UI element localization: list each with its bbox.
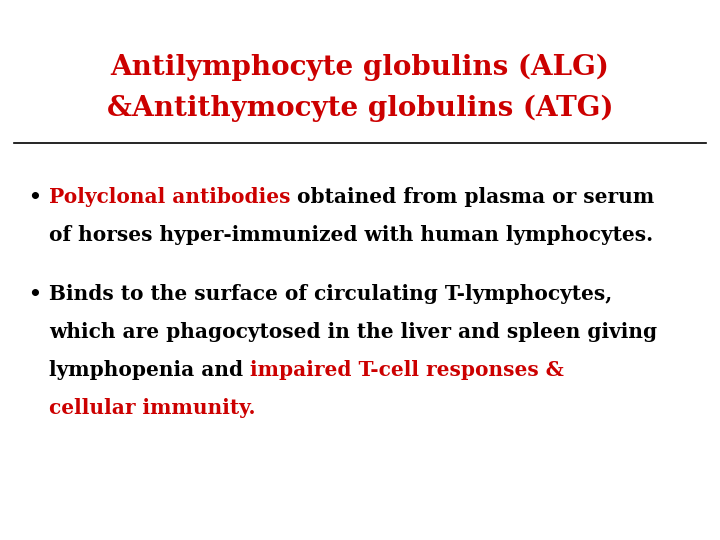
Text: • Binds to the surface of circulating T-lymphocytes,: • Binds to the surface of circulating T-… [29, 284, 612, 305]
Text: Antilymphocyte globulins (ALG): Antilymphocyte globulins (ALG) [111, 54, 609, 81]
Text: obtained from plasma or serum: obtained from plasma or serum [290, 187, 654, 207]
Text: of horses hyper-immunized with human lymphocytes.: of horses hyper-immunized with human lym… [49, 225, 653, 245]
Text: which are phagocytosed in the liver and spleen giving: which are phagocytosed in the liver and … [49, 322, 657, 342]
Text: •: • [29, 187, 49, 207]
Text: Polyclonal antibodies: Polyclonal antibodies [49, 187, 290, 207]
Text: lymphopenia and: lymphopenia and [49, 360, 250, 380]
Text: cellular immunity.: cellular immunity. [49, 397, 255, 418]
Text: &Antithymocyte globulins (ATG): &Antithymocyte globulins (ATG) [107, 94, 613, 122]
Text: impaired T-cell responses &: impaired T-cell responses & [250, 360, 564, 380]
